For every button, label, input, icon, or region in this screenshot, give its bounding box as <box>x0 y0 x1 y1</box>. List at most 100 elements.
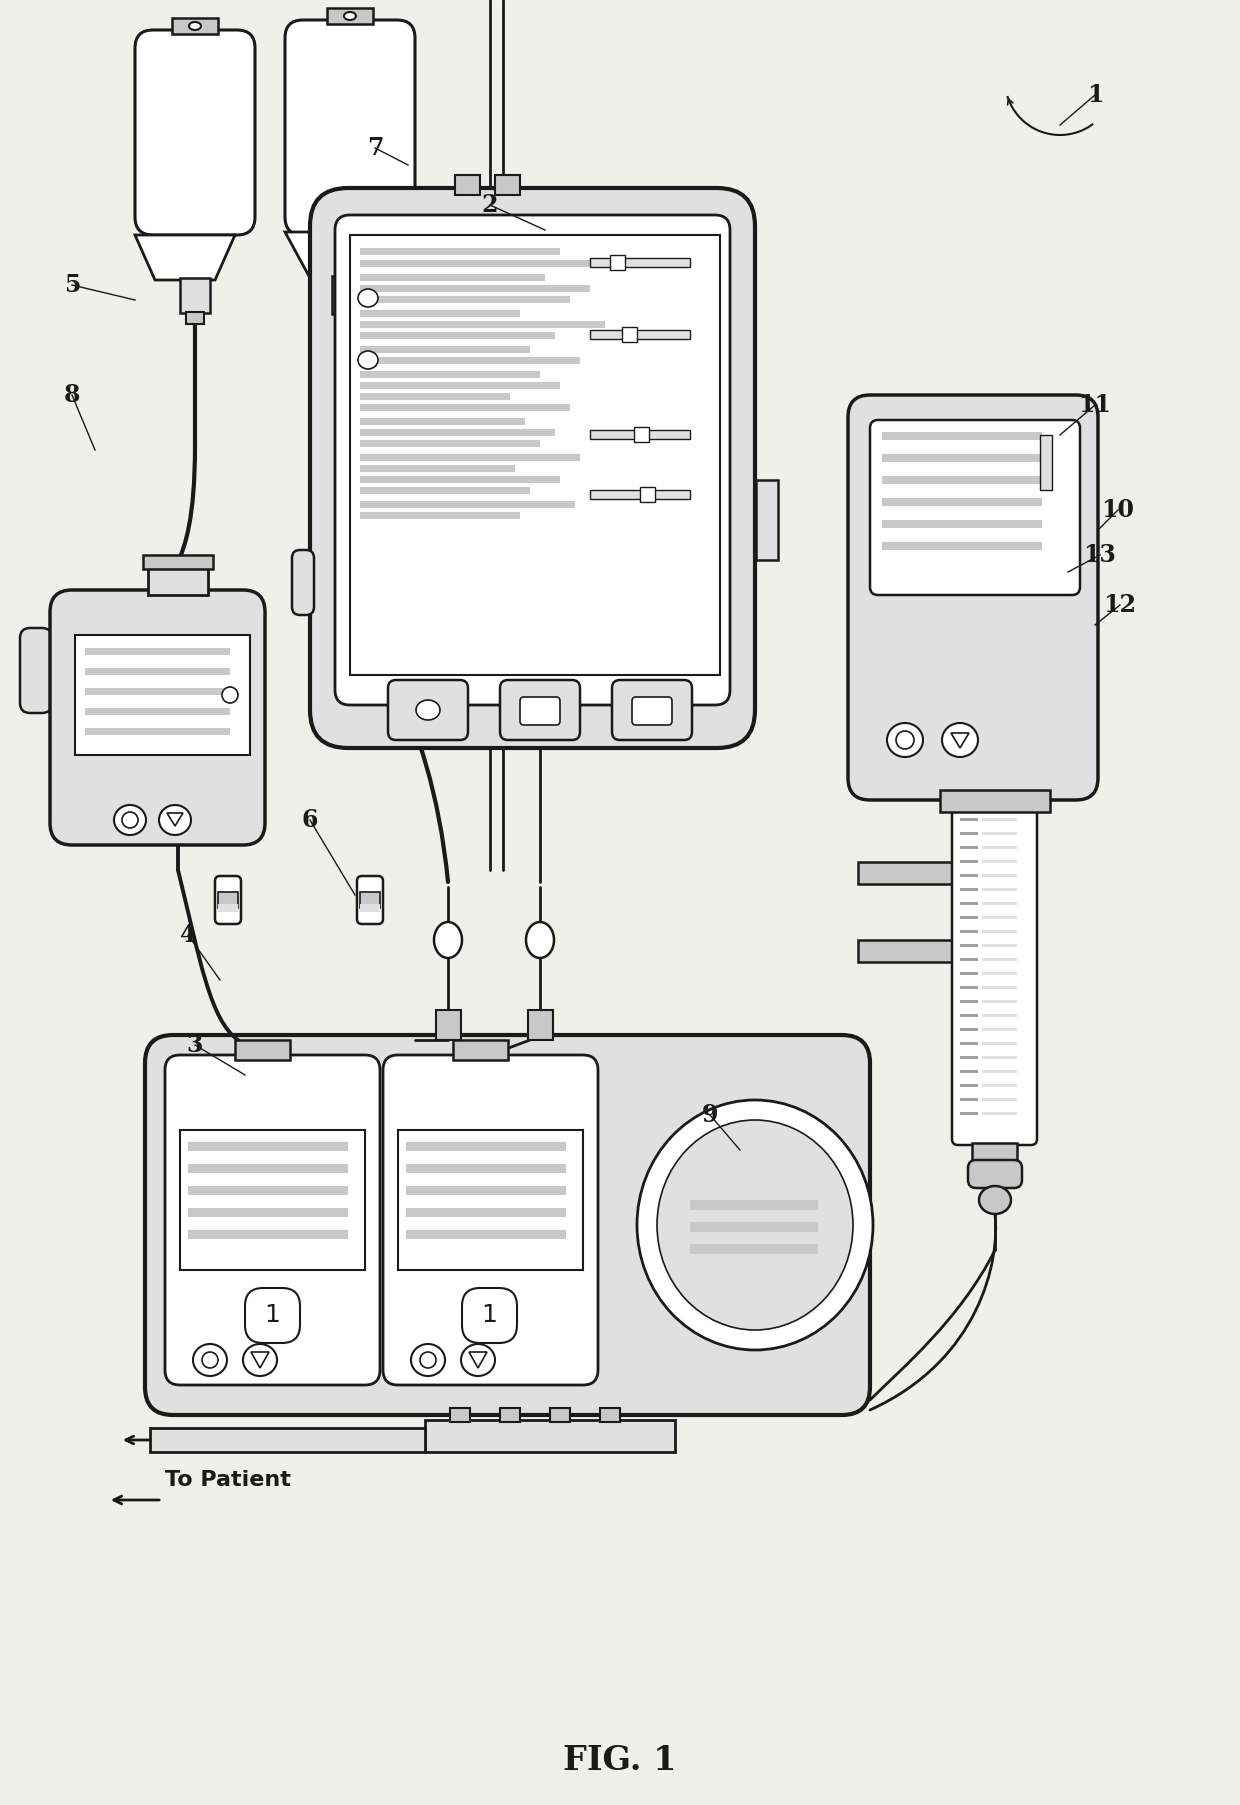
Bar <box>188 1229 348 1238</box>
Bar <box>86 708 229 715</box>
Bar <box>960 958 978 960</box>
Bar <box>360 892 379 908</box>
Bar <box>982 944 1017 948</box>
Bar <box>590 330 689 339</box>
Bar <box>86 727 229 735</box>
Bar <box>495 175 520 195</box>
Bar <box>756 480 777 560</box>
FancyBboxPatch shape <box>135 31 255 235</box>
Bar <box>960 902 978 904</box>
FancyBboxPatch shape <box>165 1054 379 1384</box>
FancyBboxPatch shape <box>848 395 1097 800</box>
Bar <box>86 648 229 655</box>
Polygon shape <box>135 235 236 280</box>
Bar <box>360 247 560 255</box>
Bar <box>180 278 210 312</box>
Ellipse shape <box>657 1119 853 1330</box>
Bar <box>360 274 546 282</box>
Text: FIG. 1: FIG. 1 <box>563 1744 677 1776</box>
Bar <box>1040 435 1052 489</box>
Bar <box>882 431 1042 440</box>
Bar <box>982 1070 1017 1072</box>
Bar <box>360 310 520 318</box>
Bar <box>450 1408 470 1422</box>
Text: 9: 9 <box>702 1103 718 1126</box>
Bar <box>960 930 978 933</box>
Text: 2: 2 <box>482 193 498 217</box>
Text: 5: 5 <box>63 273 81 298</box>
Bar <box>982 930 1017 933</box>
Bar <box>360 430 556 437</box>
Bar <box>972 1143 1017 1162</box>
Bar <box>405 1229 565 1238</box>
Bar <box>960 1029 978 1031</box>
Bar <box>882 455 1042 462</box>
FancyBboxPatch shape <box>285 20 415 235</box>
FancyBboxPatch shape <box>613 680 692 740</box>
FancyBboxPatch shape <box>310 188 755 747</box>
Text: 1: 1 <box>264 1303 280 1327</box>
Text: 7: 7 <box>367 135 383 161</box>
Bar <box>689 1244 818 1254</box>
Text: 3: 3 <box>187 1032 203 1058</box>
Bar <box>982 888 1017 892</box>
Ellipse shape <box>526 922 554 958</box>
Bar <box>360 513 520 520</box>
Bar <box>360 487 529 495</box>
FancyBboxPatch shape <box>20 628 52 713</box>
Bar <box>960 874 978 877</box>
Bar <box>689 1222 818 1233</box>
Bar <box>590 430 689 439</box>
Ellipse shape <box>159 805 191 836</box>
Bar <box>143 554 213 569</box>
Bar <box>360 347 529 354</box>
FancyBboxPatch shape <box>632 697 672 726</box>
Bar <box>960 1000 978 1004</box>
Bar <box>425 1421 675 1451</box>
Ellipse shape <box>114 805 146 836</box>
FancyBboxPatch shape <box>145 1034 870 1415</box>
Bar <box>689 1200 818 1209</box>
Bar <box>339 312 358 325</box>
Bar <box>960 1097 978 1101</box>
Text: 4: 4 <box>180 922 196 948</box>
Bar <box>360 372 539 377</box>
Bar <box>360 332 556 339</box>
Text: 13: 13 <box>1084 543 1116 567</box>
Bar <box>551 1408 570 1422</box>
Bar <box>960 859 978 863</box>
Bar <box>634 428 649 442</box>
Ellipse shape <box>942 724 978 756</box>
Bar <box>360 404 570 412</box>
Bar <box>188 1208 348 1217</box>
Bar <box>327 7 373 23</box>
Bar <box>960 1070 978 1072</box>
Bar <box>360 260 610 267</box>
Bar <box>528 1011 553 1040</box>
Bar <box>360 455 580 460</box>
Bar <box>360 419 525 424</box>
Bar <box>405 1143 565 1152</box>
Bar <box>453 1040 508 1060</box>
Bar <box>982 986 1017 989</box>
Bar <box>982 818 1017 821</box>
Bar <box>982 874 1017 877</box>
Bar <box>236 1040 290 1060</box>
Bar <box>640 487 655 502</box>
Bar <box>148 565 208 596</box>
Bar <box>982 958 1017 960</box>
Ellipse shape <box>193 1345 227 1375</box>
Bar <box>360 321 605 329</box>
Bar <box>360 440 539 448</box>
Bar <box>188 1164 348 1173</box>
Bar <box>960 1085 978 1087</box>
FancyBboxPatch shape <box>388 680 467 740</box>
Bar <box>360 285 590 292</box>
Bar <box>960 915 978 919</box>
Bar <box>882 477 1042 484</box>
Bar <box>982 1112 1017 1115</box>
Bar <box>960 1014 978 1016</box>
Ellipse shape <box>420 1352 436 1368</box>
Text: 8: 8 <box>63 383 81 406</box>
Bar <box>188 1143 348 1152</box>
